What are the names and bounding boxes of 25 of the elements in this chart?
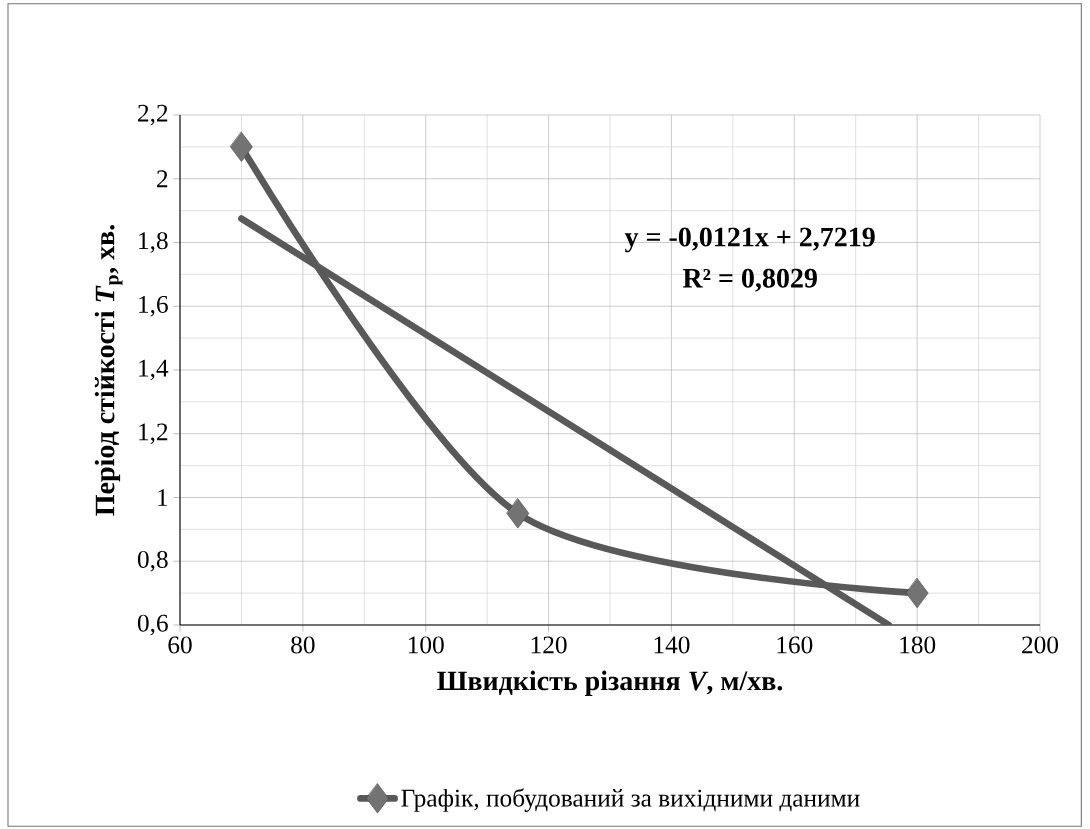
y-tick-label: 1	[158, 489, 168, 506]
y-tick-label: 1,2	[139, 423, 168, 445]
x-tick-label: 120	[531, 636, 567, 654]
x-tick-label: 140	[654, 636, 690, 654]
y-axis-title: Період стійкості T$_{p}$, хв.	[94, 225, 123, 516]
y-tick-label: 1,4	[139, 359, 169, 381]
x-tick-label: 200	[1022, 636, 1059, 654]
y-tick-label: 0,8	[137, 550, 168, 572]
point	[905, 578, 929, 609]
x-tick-label: 80	[291, 636, 315, 654]
x-axis-title: Швидкість різання V, м/хв.	[437, 670, 783, 696]
annotation: R² = 0,8029	[682, 268, 817, 292]
x-tick-label: 60	[168, 636, 192, 654]
point	[506, 498, 530, 529]
y-tick-label: 1,8	[139, 232, 168, 253]
point	[230, 131, 253, 162]
x-tick-label: 160	[777, 636, 813, 654]
annotation: y = -0,0121x + 2,7219	[624, 227, 875, 253]
y-tick-label: 2	[157, 170, 168, 188]
x-tick-label: 180	[900, 636, 936, 654]
y-tick-label: 1,6	[139, 295, 168, 317]
x-tick-label: 100	[408, 636, 444, 654]
y-tick-label: 0,6	[137, 614, 168, 636]
y-tick-label: 2,2	[138, 104, 168, 126]
legend-label: Графік, побудований за вихідними даними	[401, 788, 860, 812]
